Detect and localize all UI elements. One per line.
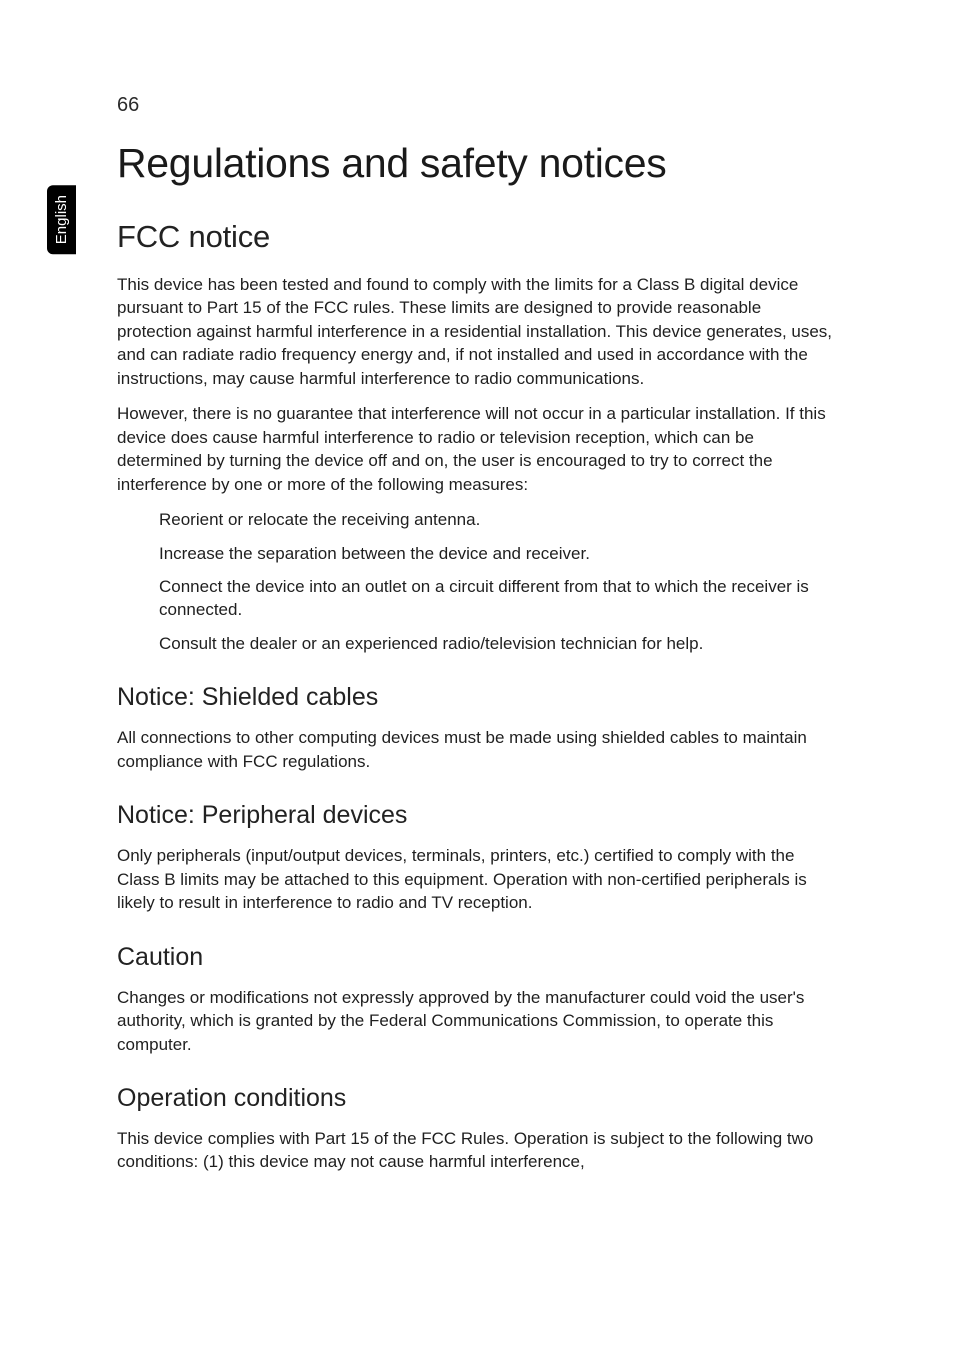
- paragraph: However, there is no guarantee that inte…: [117, 402, 837, 496]
- paragraph: This device has been tested and found to…: [117, 273, 837, 390]
- paragraph: This device complies with Part 15 of the…: [117, 1127, 837, 1174]
- section-heading-caution: Caution: [117, 943, 837, 972]
- section-heading-fcc: FCC notice: [117, 219, 837, 255]
- bullet-list: Reorient or relocate the receiving anten…: [159, 508, 837, 655]
- section-heading-operation: Operation conditions: [117, 1084, 837, 1113]
- paragraph: All connections to other computing devic…: [117, 726, 837, 773]
- paragraph: Only peripherals (input/output devices, …: [117, 844, 837, 914]
- section-heading-shielded: Notice: Shielded cables: [117, 683, 837, 712]
- section-heading-peripheral: Notice: Peripheral devices: [117, 801, 837, 830]
- list-item: Consult the dealer or an experienced rad…: [159, 632, 837, 655]
- page-title: Regulations and safety notices: [117, 140, 837, 187]
- list-item: Reorient or relocate the receiving anten…: [159, 508, 837, 531]
- list-item: Connect the device into an outlet on a c…: [159, 575, 837, 622]
- page-number: 66: [117, 94, 139, 117]
- language-tab: English: [47, 185, 76, 254]
- paragraph: Changes or modifications not expressly a…: [117, 986, 837, 1056]
- list-item: Increase the separation between the devi…: [159, 542, 837, 565]
- page-content: Regulations and safety notices FCC notic…: [117, 140, 837, 1186]
